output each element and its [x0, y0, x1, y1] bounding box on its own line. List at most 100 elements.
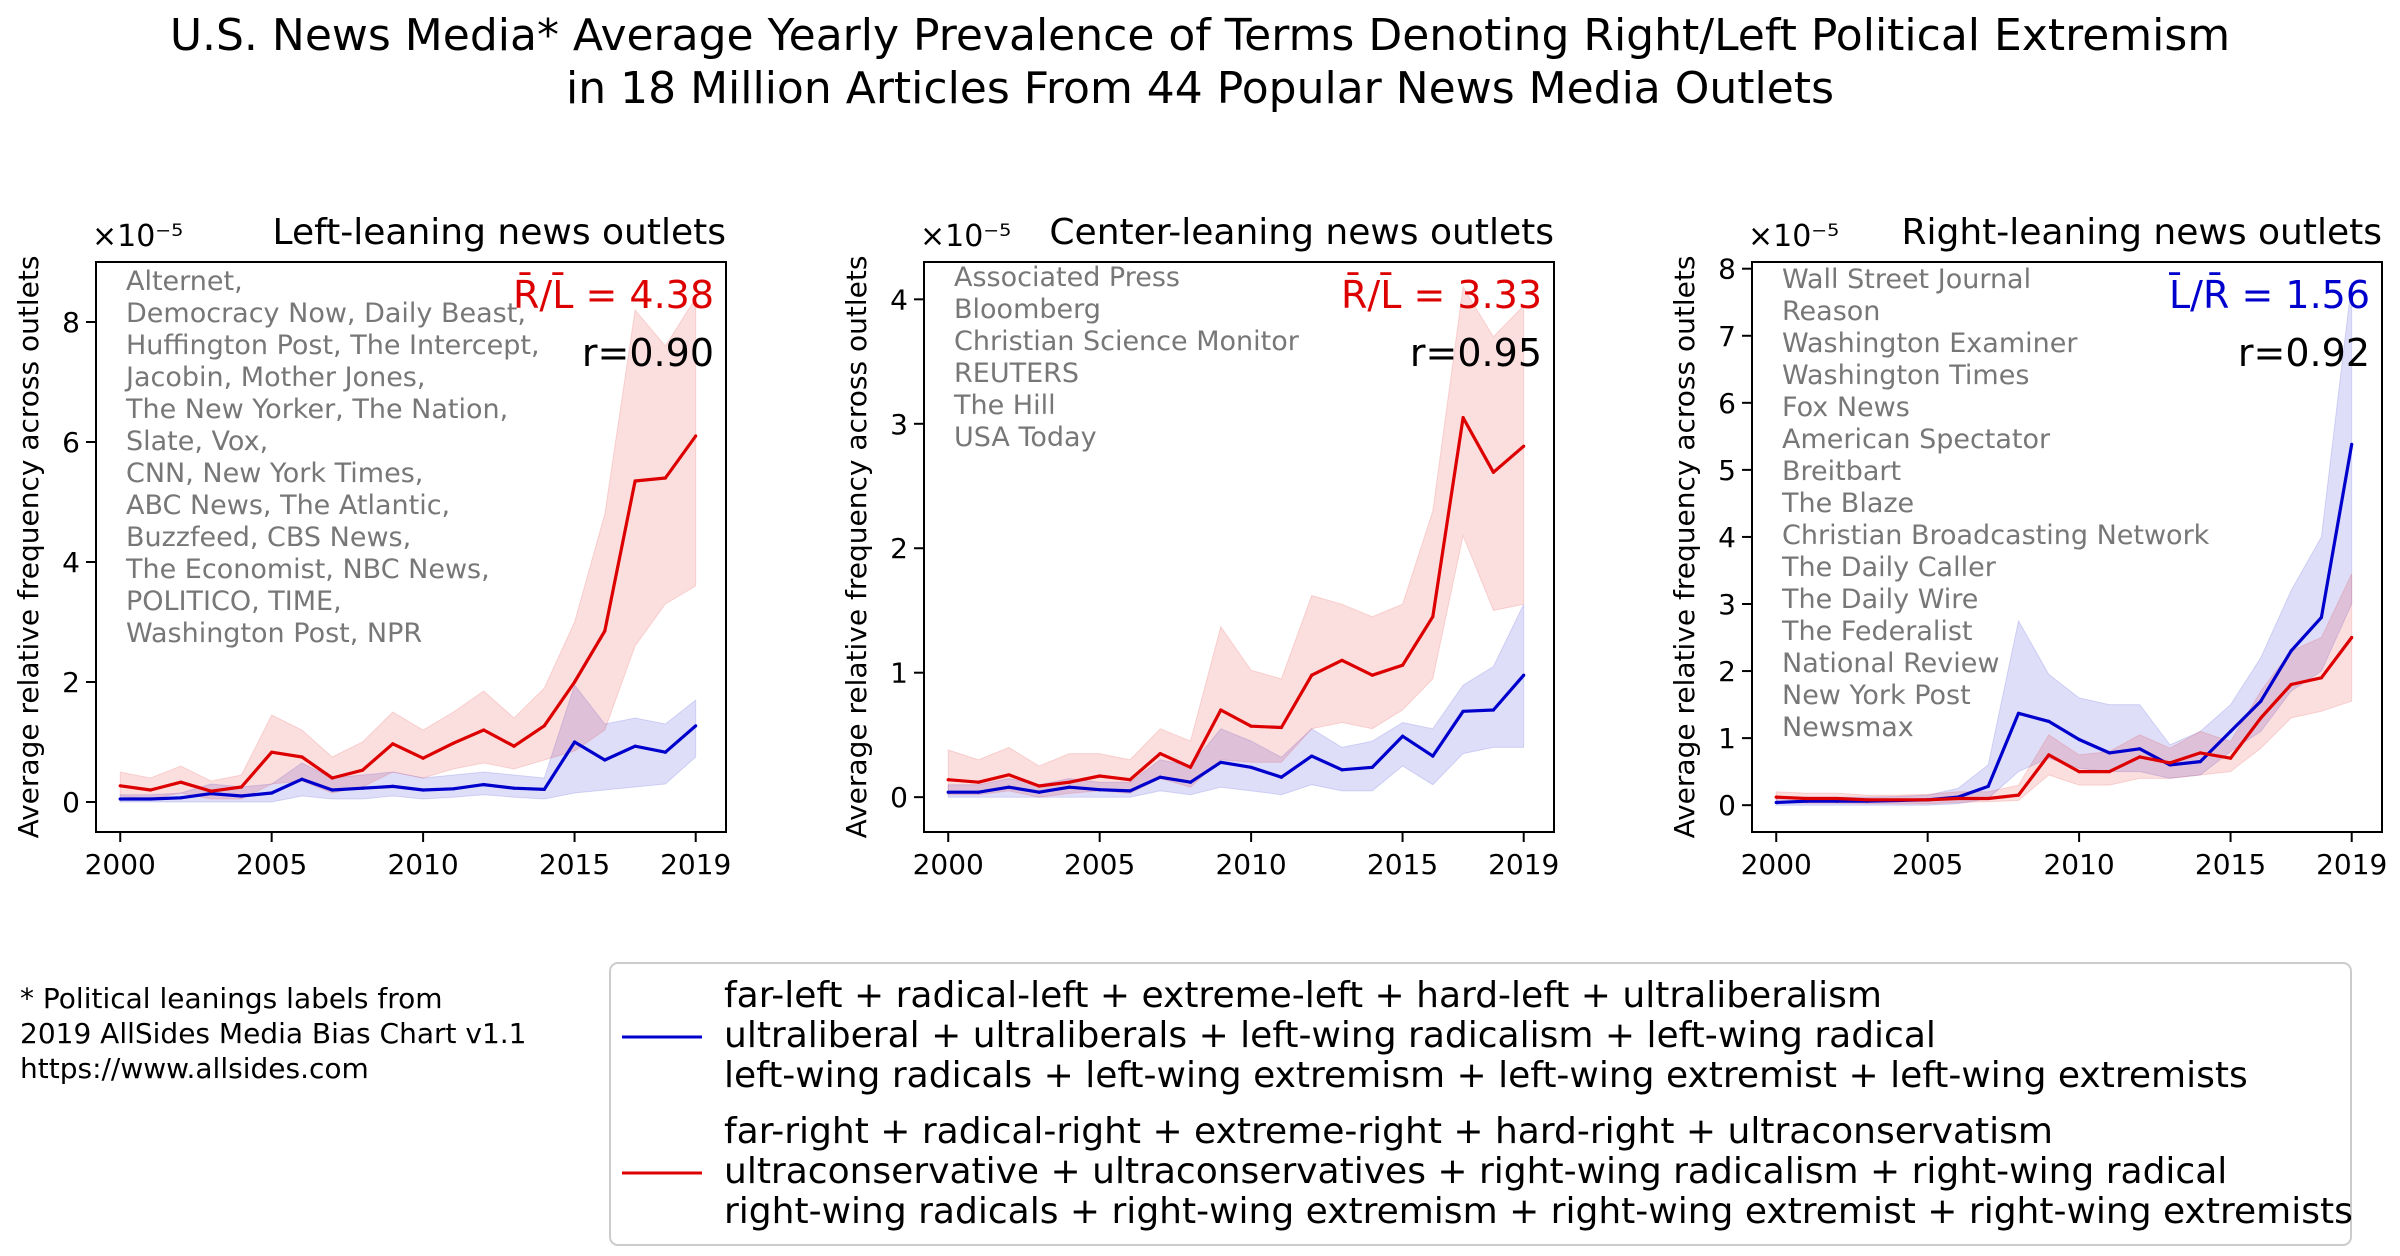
- outlet-list-item: Alternet,: [126, 266, 243, 297]
- footnote-line-3: https://www.allsides.com: [20, 1052, 369, 1085]
- outlet-list-item: Christian Broadcasting Network: [1782, 520, 2210, 551]
- data-point-right-2008: [2016, 793, 2021, 797]
- y-tick-label: 7: [1718, 320, 1736, 353]
- x-tick-label: 2019: [1488, 848, 1559, 881]
- data-point-right-2016: [2259, 716, 2263, 720]
- data-point-left-2000: [1774, 800, 1778, 805]
- outlet-list-item: Democracy Now, Daily Beast,: [126, 298, 526, 329]
- band-right-terms: [119, 296, 697, 800]
- y-tick-label: 3: [890, 408, 908, 441]
- data-point-right-2010: [2077, 770, 2081, 774]
- data-point-left-2019: [2350, 442, 2354, 446]
- data-point-right-2015: [2229, 756, 2233, 760]
- data-point-left-2005: [270, 791, 274, 795]
- panel-title: Center-leaning news outlets: [1049, 212, 1554, 253]
- data-point-right-2011: [1279, 725, 1283, 730]
- data-point-right-2017: [2289, 682, 2293, 687]
- data-point-right-2019: [694, 434, 698, 438]
- outlet-list-item: CNN, New York Times,: [126, 458, 423, 489]
- chart-panel-2: 2000 2005 2010 2015 2019 0 1 2 3 4 Center-leaning …: [840, 212, 1559, 881]
- data-point-right-2016: [603, 629, 607, 633]
- outlet-list-item: Associated Press: [954, 262, 1180, 293]
- y-tick-label: 3: [1718, 588, 1736, 621]
- outlet-list-item: POLITICO, TIME,: [126, 586, 342, 617]
- data-point-right-2018: [2319, 676, 2323, 680]
- data-point-left-2002: [1835, 799, 1839, 803]
- data-point-left-2017: [633, 744, 637, 748]
- data-point-left-2011: [2107, 751, 2111, 755]
- data-point-left-2000: [118, 797, 122, 801]
- outlet-list-item: New York Post: [1782, 680, 1971, 711]
- data-point-right-2002: [1007, 773, 1011, 777]
- data-point-right-2011: [451, 741, 455, 745]
- y-tick-label: 2: [890, 532, 908, 565]
- data-point-left-2013: [512, 786, 516, 790]
- data-point-left-2006: [300, 777, 304, 781]
- data-point-right-2000: [1774, 795, 1778, 799]
- data-point-right-2005: [270, 750, 274, 754]
- y-axis-multiplier: ×10⁻⁵: [92, 219, 183, 254]
- outlet-list-item: Jacobin, Mother Jones,: [124, 362, 425, 393]
- data-point-left-2012: [1310, 754, 1314, 758]
- data-point-right-2006: [1128, 778, 1132, 782]
- data-point-right-2019: [1522, 444, 1526, 448]
- data-point-right-2005: [1098, 774, 1102, 778]
- data-point-left-2002: [179, 796, 183, 800]
- data-point-right-2013: [2168, 761, 2172, 765]
- data-point-left-2008: [2016, 711, 2021, 715]
- figure-title-line-1: U.S. News Media* Average Yearly Prevalen…: [170, 10, 2230, 61]
- outlet-list-item: Reason: [1782, 296, 1880, 327]
- data-point-right-2016: [1431, 615, 1435, 619]
- data-point-left-2014: [542, 787, 546, 792]
- outlet-list-item: Huffington Post, The Intercept,: [126, 330, 540, 361]
- y-tick-label: 4: [890, 283, 908, 316]
- data-point-right-2005: [1926, 798, 1930, 802]
- data-point-right-2004: [1067, 780, 1071, 784]
- data-point-left-2000: [946, 790, 950, 794]
- y-tick-label: 0: [1718, 789, 1736, 822]
- data-point-right-2008: [360, 768, 365, 772]
- panel-title: Left-leaning news outlets: [273, 212, 726, 253]
- data-point-left-2007: [330, 788, 334, 792]
- outlet-list-item: Fox News: [1782, 392, 1910, 423]
- outlet-list-item: The Daily Caller: [1781, 552, 1997, 583]
- outlet-list-item: The New Yorker, The Nation,: [125, 394, 508, 425]
- data-point-right-2006: [1956, 796, 1960, 801]
- data-point-right-2007: [330, 776, 334, 780]
- data-point-right-2015: [1401, 663, 1405, 667]
- y-tick-label: 1: [890, 657, 908, 690]
- data-point-right-2012: [482, 728, 486, 732]
- outlet-list-item: Bloomberg: [954, 294, 1101, 325]
- y-axis-label: Average relative frequency across outlet…: [1668, 256, 1701, 839]
- outlet-list-item: Breitbart: [1782, 456, 1901, 487]
- data-point-right-2013: [512, 744, 516, 748]
- data-point-right-2009: [1219, 708, 1223, 712]
- data-point-right-2004: [1895, 798, 1899, 802]
- y-axis-label: Average relative frequency across outlet…: [840, 256, 873, 839]
- x-tick-label: 2000: [85, 848, 156, 881]
- outlet-list-item: The Blaze: [1781, 488, 1914, 519]
- data-point-left-2009: [2047, 719, 2051, 724]
- band-left-terms: [119, 683, 697, 803]
- data-point-left-2004: [239, 794, 243, 798]
- data-point-right-2006: [300, 755, 304, 759]
- data-point-right-2010: [421, 756, 425, 760]
- data-point-left-2011: [1279, 775, 1283, 779]
- correlation-annotation: r=0.90: [582, 331, 714, 375]
- data-point-right-2000: [118, 784, 122, 788]
- outlet-list-item: USA Today: [954, 422, 1097, 453]
- data-point-right-2007: [1986, 796, 1990, 801]
- data-point-left-2001: [1804, 799, 1809, 803]
- data-point-left-2005: [1098, 788, 1102, 792]
- series-line-right-terms: [119, 435, 697, 793]
- legend-left-terms-line-1: far-left + radical-left + extreme-left +…: [724, 975, 1882, 1016]
- data-point-right-2009: [391, 742, 395, 746]
- y-tick-label: 6: [62, 426, 80, 459]
- outlet-list-item: Slate, Vox,: [126, 426, 268, 457]
- data-point-right-2003: [1037, 784, 1041, 788]
- outlet-list-item: Newsmax: [1782, 712, 1914, 743]
- legend-frame: [609, 962, 2352, 1246]
- data-point-right-2019: [2350, 635, 2354, 640]
